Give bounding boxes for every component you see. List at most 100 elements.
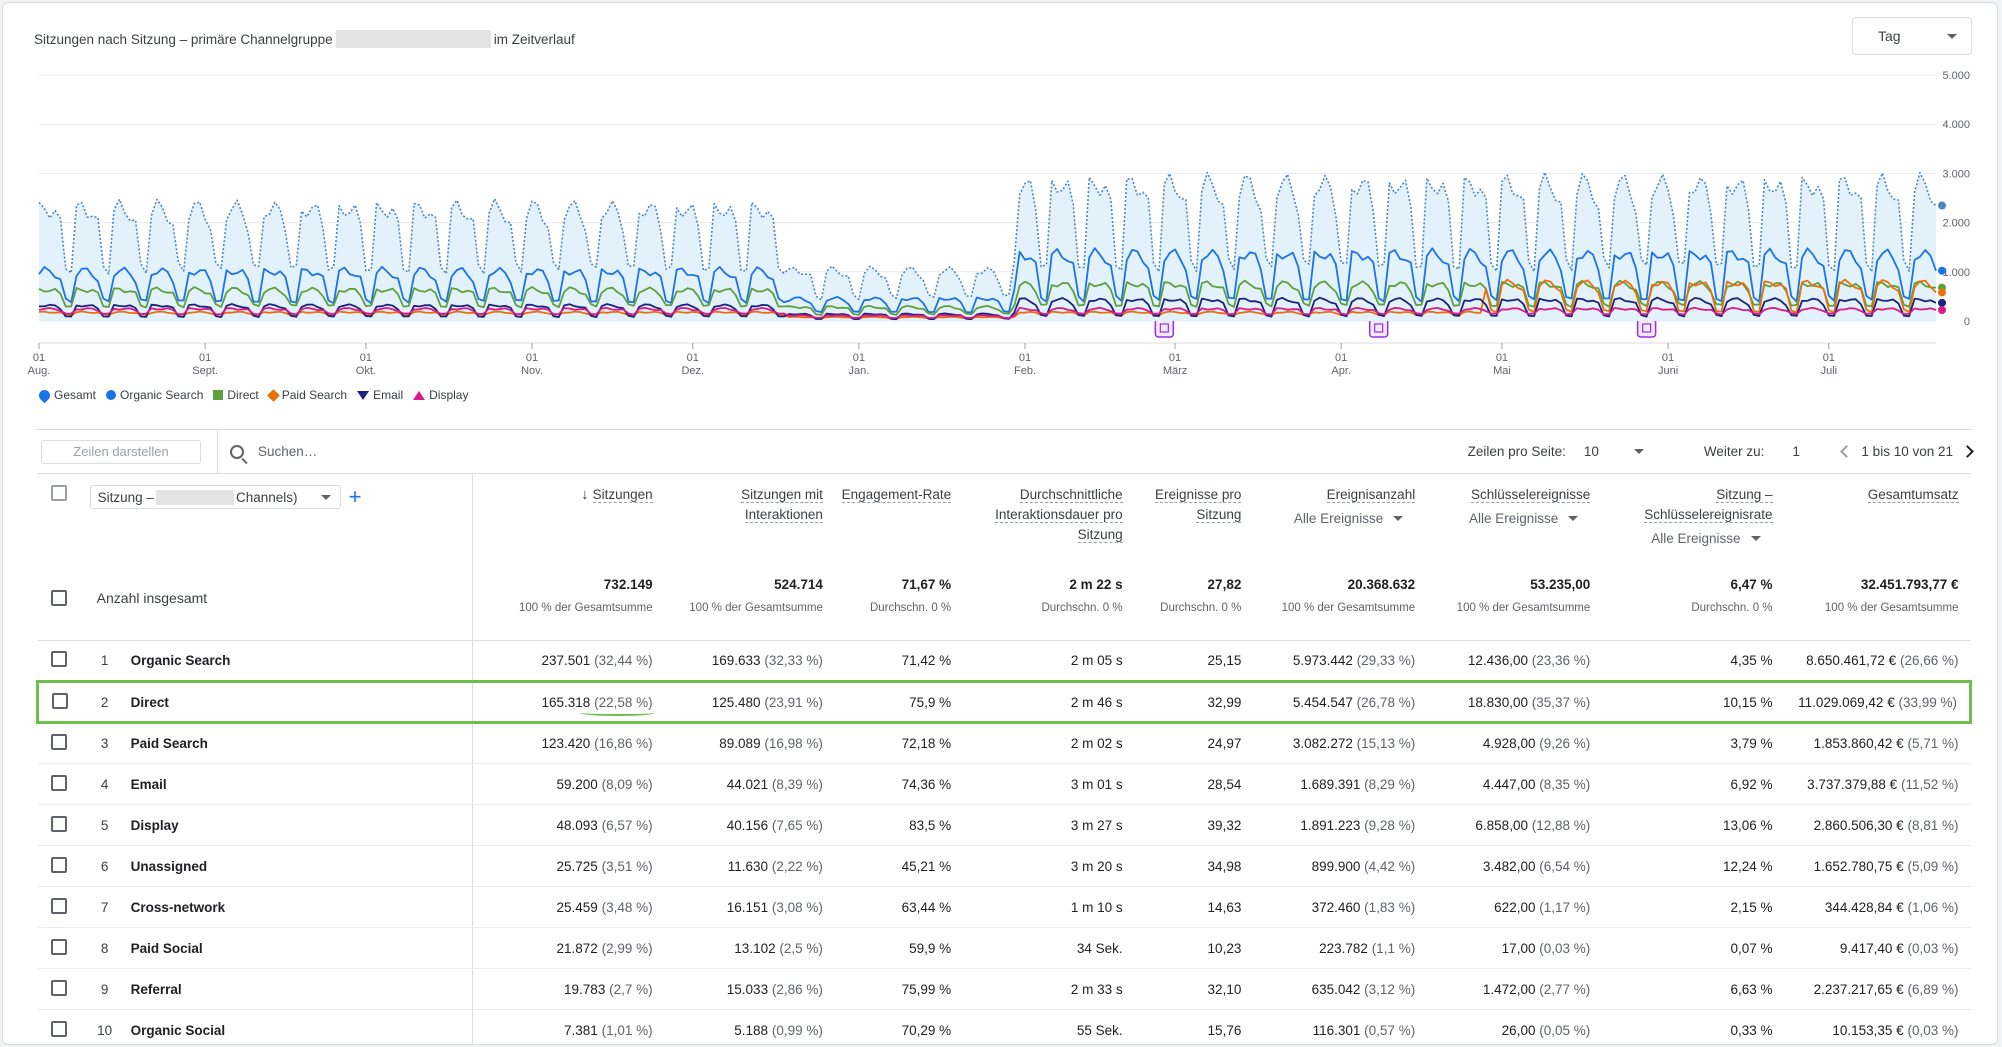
column-header[interactable]: Ereignisanzahl Alle Ereignisse bbox=[1253, 473, 1428, 570]
legend-item[interactable]: Organic Search bbox=[106, 388, 203, 402]
row-checkbox[interactable] bbox=[51, 815, 68, 832]
column-header[interactable]: Sitzung – Schlüsselereignisrate Alle Erei… bbox=[1602, 473, 1785, 570]
x-tick-label: 01 bbox=[853, 352, 865, 364]
table-row[interactable]: 6 Unassigned 25.725 (3,51 %) 11.630 (2,22 %… bbox=[37, 845, 1971, 887]
legend-item[interactable]: Paid Search bbox=[266, 388, 347, 402]
row-checkbox[interactable] bbox=[51, 856, 68, 873]
search-box[interactable]: Suchen… bbox=[230, 444, 1130, 459]
channel-name[interactable]: Referral bbox=[128, 968, 474, 1010]
total-value: 71,67 % bbox=[901, 576, 952, 592]
table-row[interactable]: 3 Paid Search 123.420 (16,86 %) 89.089 (16,… bbox=[37, 722, 1971, 764]
annotation-note-icon bbox=[1159, 323, 1169, 333]
row-checkbox[interactable] bbox=[51, 979, 68, 996]
legend-item[interactable]: Email bbox=[357, 388, 403, 402]
metric-cell: 372.460 (1,83 %) bbox=[1253, 886, 1428, 928]
legend-item[interactable]: Gesamt bbox=[36, 387, 96, 403]
granularity-dropdown[interactable]: Tag bbox=[1852, 17, 1972, 55]
legend-label: Email bbox=[373, 388, 404, 402]
previous-page-icon[interactable] bbox=[1840, 445, 1854, 458]
metric-value: 75,9 % bbox=[909, 694, 952, 710]
table-row[interactable]: 10 Organic Social 7.381 (1,01 %) 5.188 (0,9… bbox=[37, 1009, 1971, 1044]
metric-value: 12,24 % bbox=[1722, 858, 1773, 874]
metric-cell: 26,00 (0,05 %) bbox=[1427, 1009, 1603, 1044]
metric-value: 83,5 % bbox=[909, 817, 952, 833]
table-row[interactable]: 8 Paid Social 21.872 (2,99 %) 13.102 (2,5 %… bbox=[37, 927, 1971, 969]
dimension-select[interactable]: Sitzung – Channels) bbox=[89, 485, 341, 509]
metric-value: 18.830,00 bbox=[1467, 694, 1528, 710]
row-checkbox[interactable] bbox=[51, 651, 68, 667]
row-checkbox[interactable] bbox=[51, 589, 68, 606]
column-header[interactable]: Gesamtumsatz bbox=[1784, 473, 1971, 570]
metric-cell: 34,98 bbox=[1134, 845, 1254, 887]
column-header[interactable]: ↓ Sitzungen bbox=[472, 473, 665, 570]
series-end-marker bbox=[1938, 298, 1946, 307]
column-label: Sitzungen mit Interaktionen bbox=[741, 487, 823, 523]
row-checkbox[interactable] bbox=[51, 692, 68, 709]
event-filter-dropdown[interactable]: Alle Ereignisse bbox=[1427, 511, 1590, 526]
metric-value: 25.459 bbox=[556, 899, 598, 915]
row-checkbox[interactable] bbox=[51, 938, 68, 955]
legend-item[interactable]: Display bbox=[413, 388, 468, 402]
event-filter-dropdown[interactable]: Alle Ereignisse bbox=[1602, 531, 1772, 546]
channel-name[interactable]: Cross-network bbox=[128, 886, 474, 928]
next-page-icon[interactable] bbox=[1961, 445, 1974, 458]
pagination: 1 bis 10 von 21 bbox=[1840, 444, 1974, 459]
metric-value: 3.737.379,88 € bbox=[1807, 776, 1898, 792]
x-tick-label: 01 bbox=[1823, 352, 1835, 364]
column-header[interactable]: Durchschnittliche Interaktionsdauer pro … bbox=[963, 473, 1135, 570]
channel-name[interactable]: Organic Search bbox=[128, 640, 474, 682]
channel-name[interactable]: Direct bbox=[128, 680, 474, 724]
x-tick-label: Feb. bbox=[1014, 365, 1036, 377]
metric-percent: (4,42 %) bbox=[1364, 858, 1416, 874]
metric-percent: (8,29 %) bbox=[1364, 776, 1416, 792]
rows-display-button[interactable]: Zeilen darstellen bbox=[41, 439, 201, 464]
total-cell: 2 m 22 s Durchschn. 0 % bbox=[963, 569, 1135, 641]
total-note: 100 % der Gesamtsumme bbox=[519, 601, 653, 614]
row-checkbox[interactable] bbox=[51, 774, 68, 791]
table-row[interactable]: 9 Referral 19.783 (2,7 %) 15.033 (2,86 %) 75… bbox=[37, 968, 1971, 1010]
table-row[interactable]: 1 Organic Search 237.501 (32,44 %) 169.633 … bbox=[37, 640, 1971, 682]
metric-value: 11.630 bbox=[727, 858, 769, 874]
channel-name[interactable]: Paid Search bbox=[128, 722, 474, 764]
rows-per-page-select[interactable]: 10 bbox=[1584, 444, 1644, 459]
event-filter-dropdown[interactable]: Alle Ereignisse bbox=[1253, 511, 1415, 526]
table-row[interactable]: 4 Email 59.200 (8,09 %) 44.021 (8,39 %) 74,3… bbox=[37, 763, 1971, 805]
metric-cell: 10,23 bbox=[1134, 927, 1254, 969]
search-input[interactable]: Suchen… bbox=[258, 444, 318, 459]
metric-value: 25.725 bbox=[556, 858, 598, 874]
column-label: Ereignisse pro Sitzung bbox=[1155, 487, 1242, 523]
row-checkbox[interactable] bbox=[51, 897, 68, 914]
channel-name[interactable]: Email bbox=[128, 763, 474, 805]
total-cell: 53.235,00 100 % der Gesamtsumme bbox=[1427, 569, 1603, 641]
metric-percent: (23,91 %) bbox=[764, 694, 823, 710]
goto-input[interactable]: 1 bbox=[1792, 444, 1800, 459]
annotation-marker-icon bbox=[1154, 318, 1175, 338]
column-header[interactable]: Engagement-Rate bbox=[834, 473, 964, 570]
metric-value: 2 m 02 s bbox=[1070, 736, 1123, 751]
channel-name[interactable]: Unassigned bbox=[128, 845, 474, 887]
table-row[interactable]: 7 Cross-network 25.459 (3,48 %) 16.151 (3,0… bbox=[37, 886, 1971, 928]
metric-value: 5.188 bbox=[734, 1022, 769, 1038]
column-header[interactable]: Schlüsselereignisse Alle Ereignisse bbox=[1427, 473, 1603, 570]
x-tick-label: 01 bbox=[1335, 352, 1347, 364]
column-header[interactable]: Sitzungen mit Interaktionen bbox=[664, 473, 835, 570]
legend-item[interactable]: Direct bbox=[213, 388, 259, 402]
metric-cell: 39,32 bbox=[1134, 804, 1254, 846]
row-checkbox[interactable] bbox=[51, 734, 68, 750]
row-checkbox[interactable] bbox=[51, 1020, 68, 1037]
metric-percent: (3,48 %) bbox=[601, 899, 653, 915]
table-row[interactable]: 5 Display 48.093 (6,57 %) 40.156 (7,65 %) 83… bbox=[37, 804, 1971, 846]
table-row[interactable]: 2 Direct 165.318 (22,58 %) 125.480 (23,91 %… bbox=[35, 680, 1972, 724]
channel-name[interactable]: Paid Social bbox=[128, 927, 474, 969]
metric-value: 32,10 bbox=[1207, 981, 1242, 997]
metric-cell: 7.381 (1,01 %) bbox=[472, 1009, 665, 1044]
select-all-checkbox[interactable] bbox=[51, 485, 68, 501]
drop-marker-icon bbox=[36, 387, 53, 403]
channel-name[interactable]: Display bbox=[128, 804, 474, 846]
metric-cell: 6.858,00 (12,88 %) bbox=[1427, 804, 1603, 846]
channel-name[interactable]: Organic Social bbox=[128, 1009, 474, 1044]
column-header[interactable]: Ereignisse pro Sitzung bbox=[1134, 473, 1254, 570]
metric-cell: 12.436,00 (23,36 %) bbox=[1427, 640, 1603, 682]
metric-cell: 21.872 (2,99 %) bbox=[472, 927, 665, 969]
add-dimension-icon[interactable]: + bbox=[348, 484, 362, 509]
